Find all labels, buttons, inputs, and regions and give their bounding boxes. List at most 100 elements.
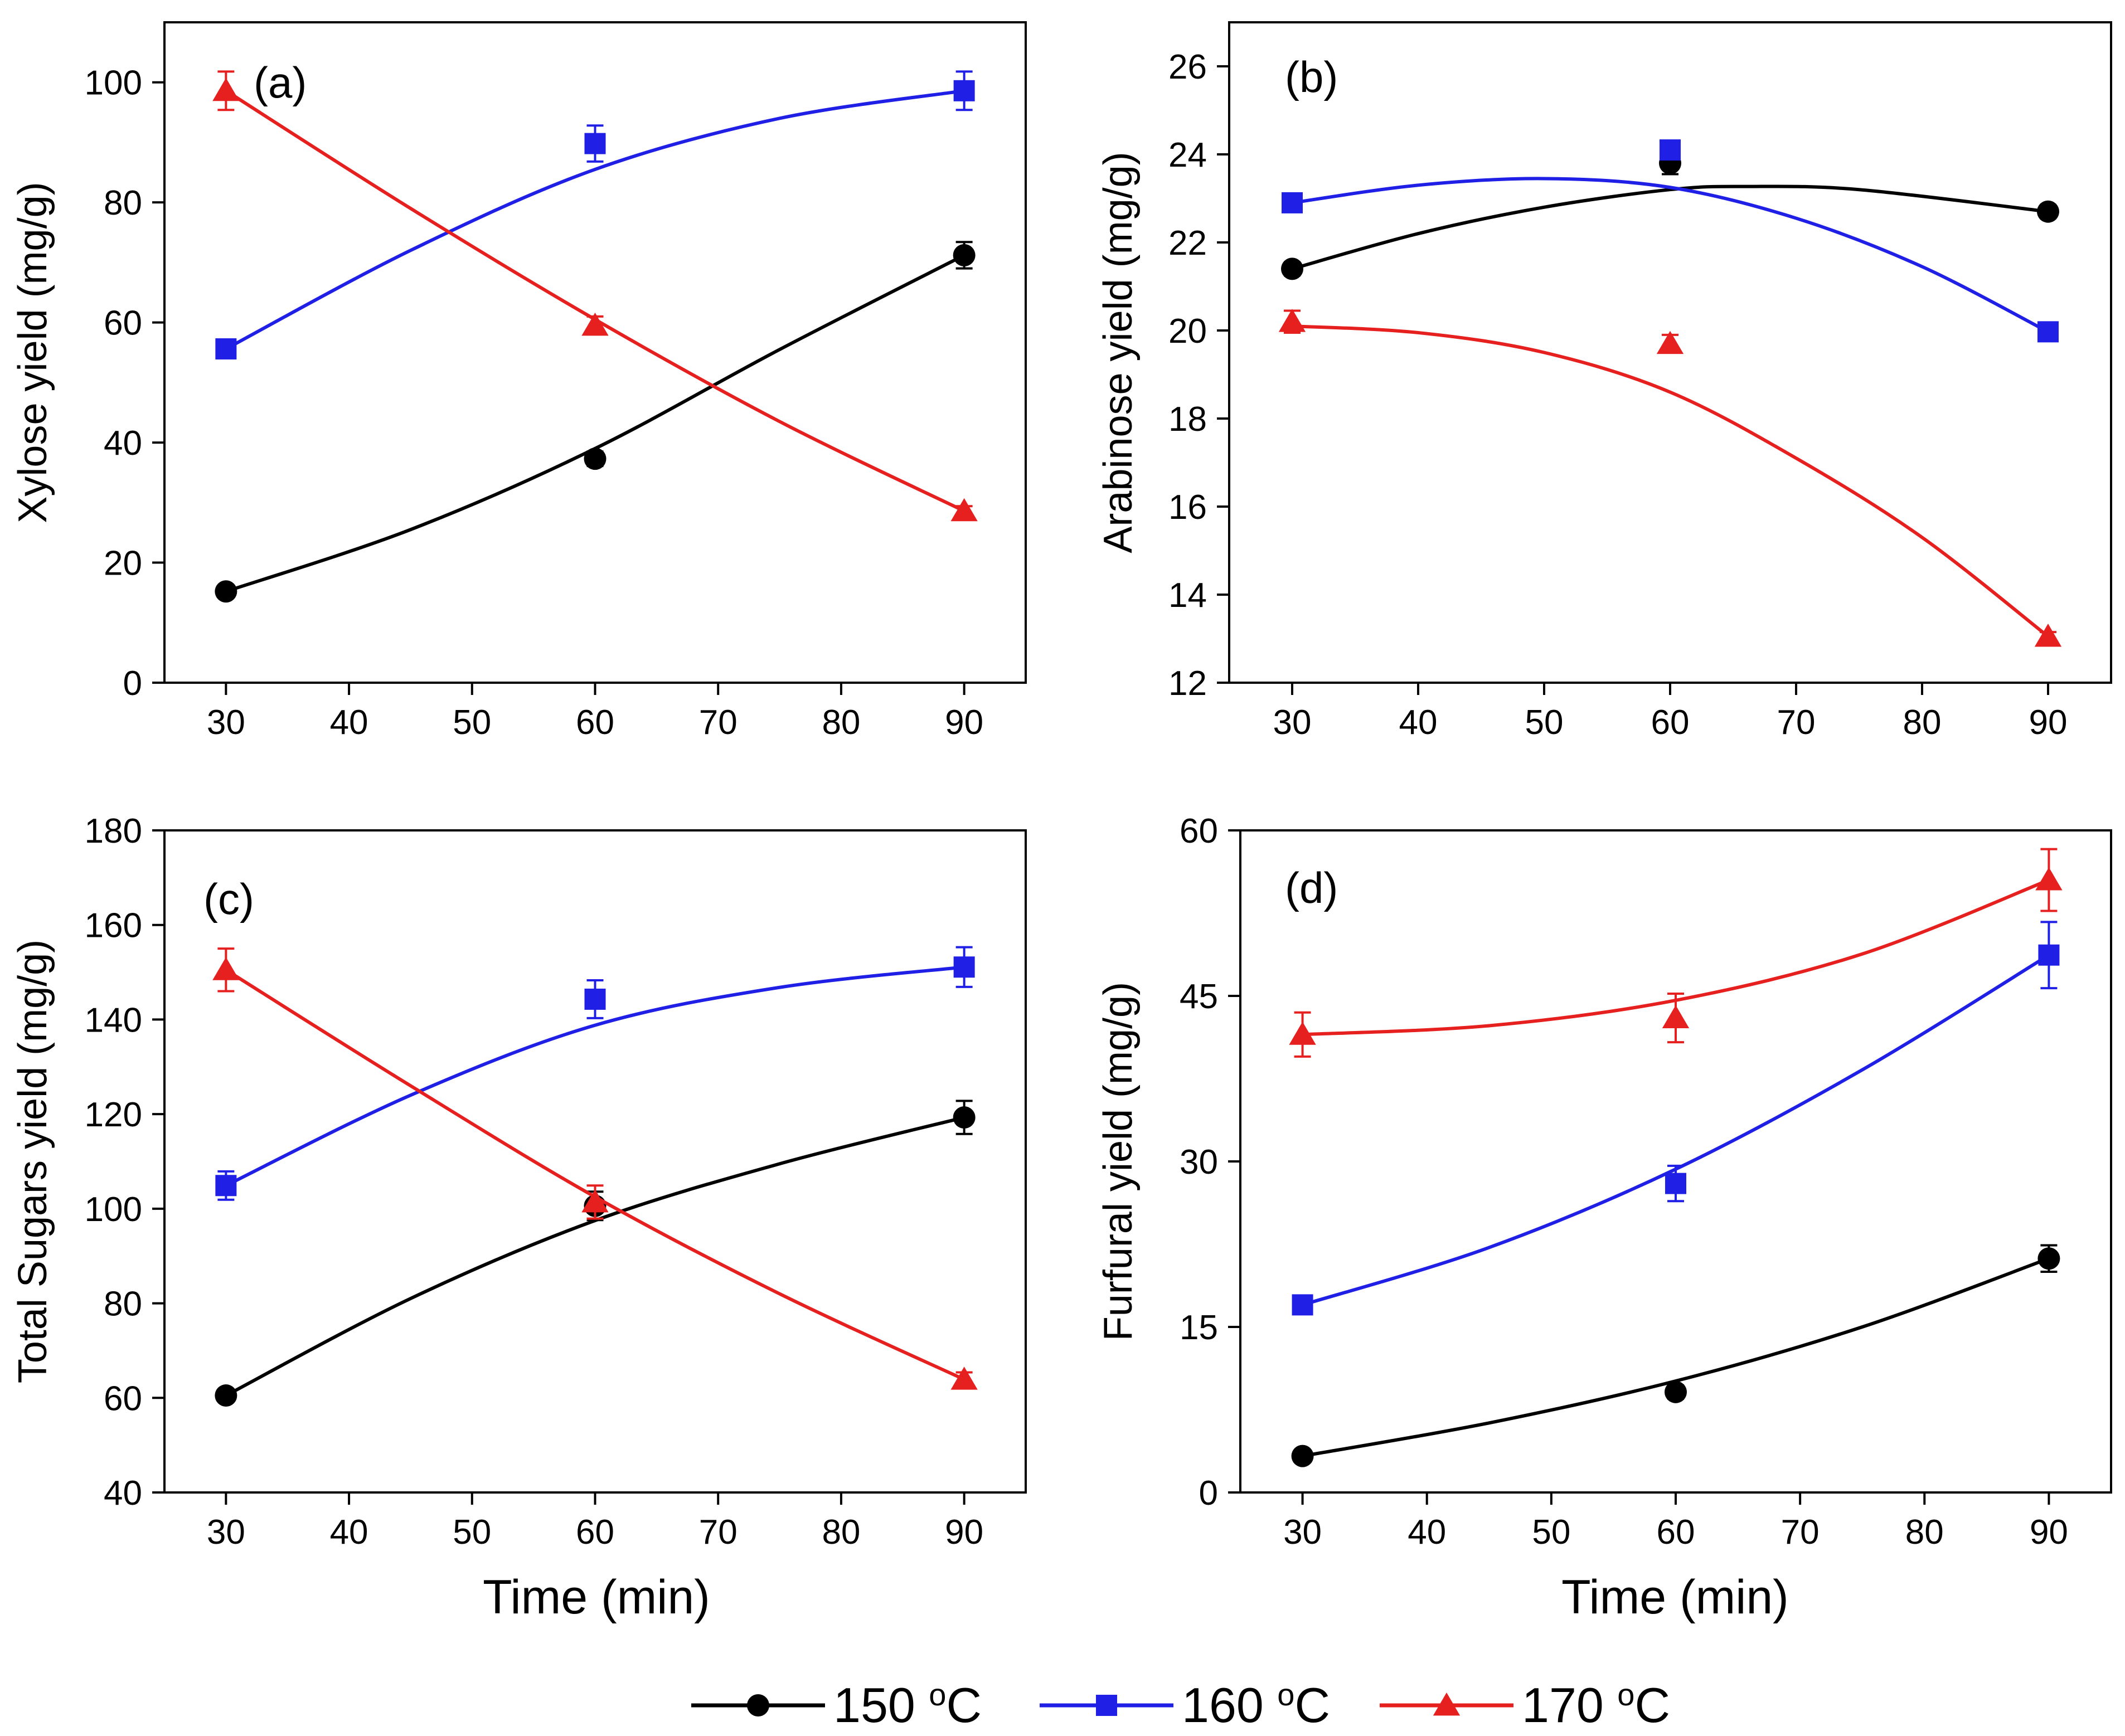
y-tick-label: 40: [104, 424, 142, 463]
series-2: [212, 947, 978, 1390]
y-tick-label: 60: [104, 304, 142, 343]
series-1: [1282, 139, 2059, 343]
x-tick-label: 70: [699, 703, 738, 742]
data-point: [215, 1384, 237, 1407]
series-line: [1292, 324, 2049, 638]
legend-marker: [1096, 1695, 1117, 1716]
x-tick-label: 40: [1399, 703, 1438, 742]
data-point: [953, 956, 975, 978]
x-tick-label: 40: [1408, 1513, 1446, 1552]
series-line: [225, 1116, 965, 1397]
x-tick-label: 90: [2029, 703, 2068, 742]
panel-label: (d): [1285, 863, 1338, 912]
y-tick-label: 160: [85, 907, 142, 945]
series-2: [212, 70, 978, 522]
x-tick-label: 70: [699, 1513, 738, 1552]
x-tick-label: 40: [330, 703, 368, 742]
legend: 150 oC 160 oC 170 oC: [691, 1677, 1670, 1733]
data-point: [212, 957, 240, 980]
data-point: [1282, 192, 1303, 213]
data-point: [215, 1175, 237, 1197]
x-tick-label: 50: [1532, 1513, 1570, 1552]
y-tick-label: 12: [1168, 664, 1207, 703]
data-point: [584, 988, 606, 1010]
series-1: [215, 70, 975, 360]
x-tick-label: 90: [945, 1513, 983, 1552]
x-tick-label: 60: [576, 703, 614, 742]
panel-label: (a): [254, 58, 307, 107]
series-2: [1289, 848, 2063, 1058]
y-tick-label: 22: [1168, 224, 1207, 262]
y-tick-label: 100: [85, 1190, 142, 1229]
data-point: [2037, 200, 2059, 223]
legend-item-1: 160 oC: [1040, 1677, 1330, 1733]
data-point: [953, 80, 975, 101]
series-1: [215, 946, 975, 1201]
data-point: [581, 313, 609, 336]
data-point: [2034, 624, 2062, 647]
y-tick-label: 14: [1168, 576, 1207, 615]
x-tick-label: 90: [2030, 1513, 2068, 1552]
y-tick-label: 60: [1180, 812, 1218, 850]
plot-frame: [163, 829, 1027, 1494]
y-tick-label: 100: [85, 64, 142, 103]
legend-label-unit: C: [1634, 1677, 1670, 1733]
y-tick-label: 24: [1168, 136, 1207, 174]
y-tick-label: 80: [104, 184, 142, 222]
y-tick-label: 180: [85, 812, 142, 850]
legend-item-0: 150 oC: [691, 1677, 982, 1733]
data-point: [1281, 257, 1303, 280]
data-point: [2037, 321, 2059, 343]
series-0: [215, 241, 976, 603]
data-point: [2037, 1247, 2060, 1270]
x-axis-title: Time (min): [1561, 1570, 1789, 1624]
chart-panel-0: 30 40 50 60 70 80 90 0 20 40 60 80 100 Xylose yield (…: [11, 21, 1027, 742]
series-0: [215, 1100, 976, 1407]
y-tick-label: 120: [85, 1096, 142, 1134]
legend-label-unit: C: [946, 1677, 982, 1733]
x-tick-label: 30: [207, 703, 245, 742]
legend-label: 170 oC: [1522, 1677, 1670, 1733]
x-tick-label: 40: [330, 1513, 368, 1552]
y-tick-label: 0: [1199, 1474, 1218, 1513]
data-point: [212, 77, 240, 101]
panel-label: (b): [1285, 52, 1338, 101]
data-point: [953, 1106, 976, 1129]
legend-label: 160 oC: [1182, 1677, 1330, 1733]
legend-marker: [1433, 1693, 1461, 1716]
y-axis-title: Furfural yield (mg/g): [1096, 982, 1141, 1341]
data-point: [581, 1189, 609, 1213]
x-tick-label: 80: [1905, 1513, 1944, 1552]
legend-item-2: 170 oC: [1380, 1677, 1670, 1733]
y-axis-title: Xylose yield (mg/g): [11, 182, 55, 523]
series-line: [225, 254, 966, 594]
series-line: [1302, 1257, 2050, 1458]
data-point: [1660, 139, 1681, 161]
y-tick-label: 20: [104, 544, 142, 583]
y-axis-title: Total Sugars yield (mg/g): [11, 940, 55, 1383]
plot-frame: [163, 21, 1027, 684]
data-point: [2038, 944, 2060, 966]
x-axis-title: Time (min): [483, 1570, 710, 1624]
chart-panel-2: 30 40 50 60 70 80 90 40 60 80 100 120 140 160 180 Total…: [11, 812, 1027, 1624]
data-point: [950, 498, 978, 522]
y-tick-label: 30: [1180, 1143, 1218, 1181]
data-point: [1662, 1005, 1690, 1028]
data-point: [1278, 309, 1306, 332]
y-tick-label: 0: [123, 664, 142, 703]
chart-panel-1: 30 40 50 60 70 80 90 12 14 16 18 20 22 24 26 Arabinose …: [1096, 21, 2112, 742]
legend-label-value: 160: [1182, 1677, 1277, 1733]
y-tick-label: 45: [1180, 978, 1218, 1016]
y-tick-label: 20: [1168, 312, 1207, 351]
data-point: [1665, 1380, 1687, 1403]
data-point: [2035, 867, 2063, 891]
series-1: [1292, 921, 2060, 1316]
legend-label-value: 150: [833, 1677, 929, 1733]
x-tick-label: 50: [453, 1513, 491, 1552]
x-tick-label: 70: [1781, 1513, 1820, 1552]
chart-panel-3: 30 40 50 60 70 80 90 0 15 30 45 60 Furfural yield (m…: [1096, 812, 2112, 1624]
x-tick-label: 60: [1651, 703, 1690, 742]
x-tick-label: 60: [1657, 1513, 1695, 1552]
data-point: [950, 1367, 978, 1390]
